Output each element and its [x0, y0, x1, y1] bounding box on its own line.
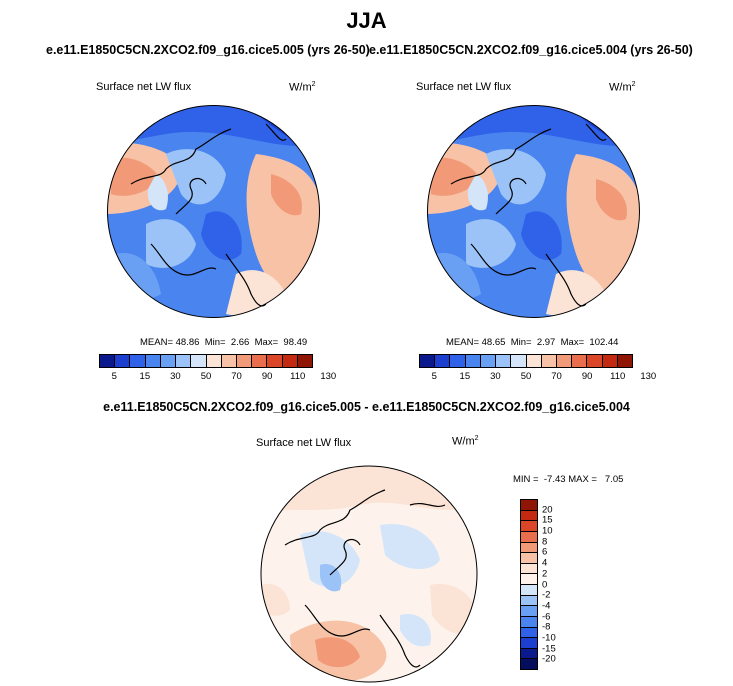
colorbar-swatch	[480, 355, 497, 367]
colorbar-swatch	[297, 355, 313, 367]
colorbar-swatch	[521, 648, 537, 660]
left-units-label: W/m2	[289, 81, 316, 94]
colorbar-swatch	[252, 355, 268, 367]
colorbar-swatch	[176, 355, 192, 367]
colorbar-swatch	[521, 563, 537, 575]
colorbar-tick-label: 110	[290, 371, 306, 382]
colorbar-swatch	[145, 355, 161, 367]
colorbar-tick-label: -20	[542, 653, 556, 665]
colorbar-swatch	[521, 531, 537, 543]
colorbar-tick-label: 50	[200, 371, 212, 382]
left-colorbar	[99, 354, 313, 368]
colorbar-tick-label: -6	[542, 611, 551, 623]
right-polar-map	[427, 105, 640, 318]
colorbar-swatch	[267, 355, 283, 367]
colorbar-tick-label: 2	[542, 568, 548, 580]
colorbar-swatch	[572, 355, 588, 367]
colorbar-tick-label: -15	[542, 643, 556, 655]
colorbar-tick-label: 8	[542, 536, 548, 548]
colorbar-tick-label: 5	[431, 371, 437, 382]
colorbar-swatch	[465, 355, 481, 367]
colorbar-swatch	[521, 542, 537, 554]
colorbar-swatch	[587, 355, 603, 367]
colorbar-tick-label: 70	[551, 371, 562, 382]
right-units-label: W/m2	[609, 81, 636, 94]
colorbar-swatch	[191, 355, 207, 367]
colorbar-swatch	[521, 627, 537, 639]
colorbar-swatch	[282, 355, 298, 367]
colorbar-tick-label: 70	[231, 371, 242, 382]
colorbar-tick-label: 0	[542, 579, 548, 590]
diff-polar-map	[260, 465, 478, 683]
colorbar-swatch	[521, 521, 537, 532]
colorbar-swatch	[521, 500, 537, 511]
right-colorbar-ticks: 5 15 30 50 70 90 110 130	[419, 371, 657, 385]
colorbar-tick-label: 6	[542, 546, 548, 558]
left-variable-label: Surface net LW flux	[96, 81, 192, 93]
diff-colorbar: 20 15 10 8 6 4 2 0 -2 -4 -6 -8 -10 -15 -20	[520, 499, 580, 670]
colorbar-tick-label: -8	[542, 621, 551, 633]
colorbar-tick-label: 10	[542, 525, 553, 537]
diff-variable-label: Surface net LW flux	[256, 437, 352, 449]
colorbar-tick-label: 130	[640, 371, 657, 382]
colorbar-tick-label: -4	[542, 600, 551, 612]
colorbar-tick-label: 4	[542, 557, 548, 569]
colorbar-tick-label: 90	[261, 371, 273, 382]
left-stats: MEAN= 48.86 Min= 2.66 Max= 98.49	[140, 337, 308, 348]
colorbar-swatch	[521, 510, 537, 522]
colorbar-swatch	[521, 659, 537, 669]
colorbar-swatch	[435, 355, 451, 367]
colorbar-swatch	[496, 355, 512, 367]
colorbar-swatch	[617, 355, 633, 367]
colorbar-swatch	[115, 355, 131, 367]
colorbar-swatch	[521, 553, 537, 564]
colorbar-tick-label: 110	[610, 371, 626, 382]
left-panel-subtitle: e.e11.E1850C5CN.2XCO2.f09_g16.cice5.005 …	[46, 43, 370, 57]
colorbar-swatch	[100, 355, 116, 367]
colorbar-swatch	[521, 606, 537, 617]
right-colorbar	[419, 354, 633, 368]
colorbar-tick-label: 15	[139, 371, 151, 382]
colorbar-swatch	[602, 355, 618, 367]
colorbar-swatch	[221, 355, 237, 367]
colorbar-swatch	[450, 355, 466, 367]
colorbar-swatch	[521, 574, 537, 585]
colorbar-tick-label: 15	[542, 514, 553, 526]
left-colorbar-ticks: 5 15 30 50 70 90 110 130	[99, 371, 337, 385]
diff-panel-subtitle: e.e11.E1850C5CN.2XCO2.f09_g16.cice5.005 …	[103, 400, 630, 414]
colorbar-tick-label: 130	[320, 371, 337, 382]
colorbar-swatch	[541, 355, 557, 367]
colorbar-swatch	[511, 355, 527, 367]
colorbar-tick-label: -2	[542, 589, 551, 601]
colorbar-tick-label: 50	[520, 371, 532, 382]
page-title: JJA	[346, 8, 387, 33]
colorbar-swatch	[236, 355, 253, 367]
right-variable-label: Surface net LW flux	[416, 81, 512, 93]
colorbar-swatch	[160, 355, 177, 367]
colorbar-tick-label: 5	[111, 371, 117, 382]
colorbar-swatch	[420, 355, 436, 367]
right-stats: MEAN= 48.65 Min= 2.97 Max= 102.44	[446, 337, 619, 348]
colorbar-tick-label: 30	[490, 371, 501, 382]
colorbar-swatch	[556, 355, 573, 367]
diff-stats: MIN = -7.43 MAX = 7.05	[513, 474, 624, 485]
colorbar-swatch	[526, 355, 542, 367]
colorbar-tick-label: 20	[542, 504, 553, 516]
colorbar-swatch	[130, 355, 146, 367]
colorbar-swatch	[206, 355, 222, 367]
colorbar-swatch	[521, 638, 537, 649]
colorbar-tick-label: -10	[542, 632, 556, 644]
colorbar-tick-label: 90	[581, 371, 593, 382]
colorbar-swatch	[521, 616, 537, 628]
colorbar-tick-label: 15	[459, 371, 471, 382]
colorbar-swatch	[521, 595, 537, 607]
right-panel-subtitle: e.e11.E1850C5CN.2XCO2.f09_g16.cice5.004 …	[369, 43, 693, 57]
colorbar-tick-label: 30	[170, 371, 181, 382]
diff-units-label: W/m2	[452, 435, 479, 448]
left-polar-map	[107, 105, 320, 318]
colorbar-swatch	[521, 585, 537, 596]
